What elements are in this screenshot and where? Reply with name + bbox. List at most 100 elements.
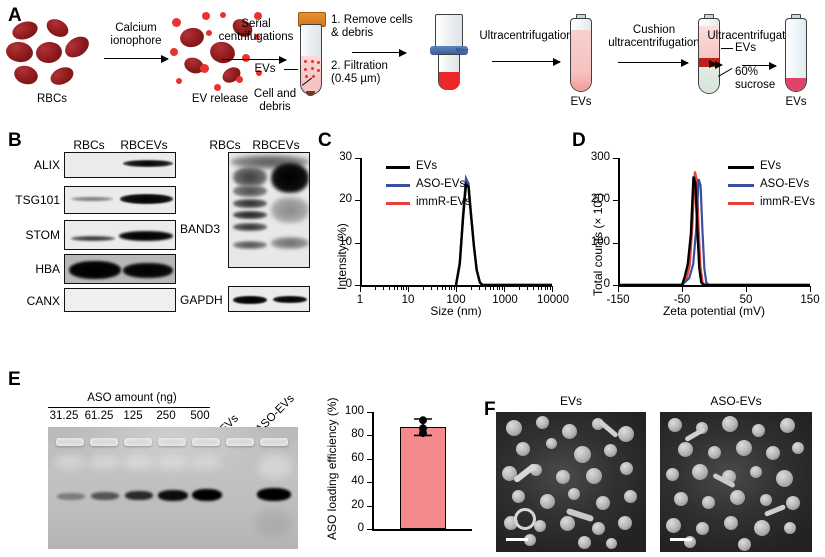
panel-b-blot-label-alix: ALIX <box>33 158 60 172</box>
panel-d-xtick-50: 50 <box>739 294 753 306</box>
panel-f-letter: F <box>484 399 496 420</box>
panel-e-ytick-40: 40 <box>351 475 364 488</box>
panel-d-legend-swatch-immr-evs <box>728 202 754 205</box>
panel-a-step5-label: Cushion ultracentrifugation <box>608 24 700 49</box>
panel-f-scalebar-aso-evs <box>670 538 692 541</box>
panel-f-scalebar-evs <box>506 538 528 541</box>
panel-d-y-axis <box>618 158 620 286</box>
panel-a-tube4-label: EVs <box>785 96 807 108</box>
panel-c-ytick-30: 30 <box>339 151 352 163</box>
rbc-cluster <box>4 15 98 90</box>
panel-d-legend-label-aso-evs: ASO-EVs <box>760 178 810 190</box>
panel-d-y-axis-label: Total counts (× 10³) <box>591 192 605 296</box>
panel-b-right-col-rbcevs: RBCEVs <box>252 138 300 152</box>
panel-d-ytick-300: 300 <box>590 151 610 163</box>
uc-tube-2-cushion <box>694 14 724 96</box>
panel-d-curves <box>618 171 810 287</box>
panel-a-step4-label: Ultracentrifugation <box>479 30 573 42</box>
panel-c-ytick-10: 10 <box>339 235 352 248</box>
panel-b-blot-stom <box>64 220 176 250</box>
panel-a-step3-line1: 1. Remove cells & debris <box>331 14 413 39</box>
panel-e-ytick-20: 20 <box>351 498 364 511</box>
panel-a-tube3-evs-leader <box>721 48 733 49</box>
panel-a-ev-release-label: EV release <box>191 93 249 105</box>
panel-b-letter: B <box>8 130 22 151</box>
conical-tube <box>296 12 326 96</box>
panel-e-ytick-100: 100 <box>344 405 364 417</box>
panel-d-plot: 0 100 200 300 -150 -50 50 150 EVs ASO-EV… <box>591 151 820 306</box>
panel-a-evs-leader <box>284 69 298 70</box>
panel-b-blot-gapdh <box>228 286 310 312</box>
panel-e-ytick-0: 0 <box>357 522 364 534</box>
panel-b-blot-canx <box>64 288 176 312</box>
uc-tube-3-final <box>781 14 811 94</box>
panel-e-errorbar <box>414 416 432 438</box>
panel-e-bar-plot: 0 20 40 60 80 100 <box>345 405 482 540</box>
panel-c-x-axis <box>360 285 552 287</box>
panel-e-lane-label-5: 500 <box>190 410 210 422</box>
panel-c-legend-label-immr-evs: immR-EVs <box>416 196 471 208</box>
panel-d-x-axis-label: Zeta potential (mV) <box>662 304 766 318</box>
panel-a-tube2-label: EVs <box>570 96 592 108</box>
panel-d-xtick-m150: -150 <box>606 294 630 306</box>
panel-b-blot-band3 <box>228 152 310 268</box>
panel-d-legend-swatch-evs <box>728 166 754 169</box>
panel-a-arrow-2 <box>222 55 287 64</box>
filter-unit <box>430 14 470 94</box>
panel-c-letter: C <box>318 130 332 151</box>
panel-b-blot-tsg101 <box>64 186 176 214</box>
panel-b-blot-label-tsg101: TSG101 <box>15 193 60 207</box>
panel-b-left-col-rbcevs: RBCEVs <box>120 138 168 152</box>
panel-d-ytick-100: 100 <box>590 235 610 248</box>
panel-a-step2-label: Serial centrifugations <box>218 18 294 43</box>
panel-c-xtick-1000: 1000 <box>492 294 518 306</box>
panel-e-lane-label-3: 125 <box>123 410 143 422</box>
panel-a-arrow-6 <box>742 61 777 70</box>
panel-b-blot-label-band3: BAND3 <box>180 222 221 236</box>
ev-release-cluster <box>170 10 270 92</box>
panel-d-letter: D <box>572 130 586 151</box>
panel-e-lane-label-2: 61.25 <box>84 410 114 422</box>
panel-c-y-axis-label: Intensity (%) <box>335 223 349 290</box>
panel-d-ytick-200: 200 <box>590 193 610 206</box>
panel-c-legend-swatch-immr-evs <box>386 202 410 205</box>
panel-c-xtick-100: 100 <box>446 294 466 306</box>
panel-e-gel-image <box>48 427 298 549</box>
panel-f-title-aso-evs: ASO-EVs <box>710 394 762 408</box>
panel-a-tube3-evs-label: EVs <box>735 42 757 54</box>
panel-a-arrow-5 <box>618 58 689 67</box>
panel-a-letter: A <box>8 5 22 26</box>
panel-b-blot-alix <box>64 152 176 178</box>
panel-c-legend-swatch-evs <box>386 166 410 169</box>
panel-c-legend-label-evs: EVs <box>416 160 438 172</box>
panel-c-plot: 0 10 20 30 1 10 100 1000 10000 EVs ASO-E… <box>339 151 569 306</box>
panel-c-y-axis <box>360 158 362 286</box>
panel-a-debris-label: Cell and debris <box>253 88 297 113</box>
panel-a-sucrose-label: 60% sucrose <box>735 66 776 91</box>
panel-a-tube-evs-label: EVs <box>254 63 276 75</box>
panel-c-legend-label-aso-evs: ASO-EVs <box>416 178 466 190</box>
panel-b-blot-label-canx: CANX <box>26 294 60 308</box>
panel-d-xtick-150: 150 <box>800 294 820 306</box>
panel-c-legend-swatch-aso-evs <box>386 184 410 187</box>
panel-e-gel-group-header: ASO amount (ng) <box>87 392 177 404</box>
panel-d-xtick-m50: -50 <box>673 294 691 306</box>
panel-c-curves <box>454 174 552 287</box>
panel-e-bar-aso-evs <box>400 427 446 529</box>
panel-c-xtick-10: 10 <box>401 294 415 306</box>
panel-e-ytick-80: 80 <box>351 428 364 441</box>
panel-c-ytick-0: 0 <box>345 278 352 290</box>
panel-e-ytick-60: 60 <box>351 451 364 464</box>
panel-a-step3-line2: 2. Filtration (0.45 µm) <box>331 60 388 85</box>
panel-e-x-axis <box>372 529 472 531</box>
panel-e-letter: E <box>8 369 21 390</box>
panel-a-rbcs-label: RBCs <box>36 93 68 105</box>
panel-b-blot-label-stom: STOM <box>25 228 60 242</box>
panel-c-xtick-10000: 10000 <box>537 294 569 306</box>
panel-a-arrow-1 <box>104 54 169 63</box>
panel-b-blot-label-hba: HBA <box>35 262 60 276</box>
panel-c-xtick-1: 1 <box>356 294 364 306</box>
panel-e-lane-label-1: 31.25 <box>49 410 79 422</box>
panel-b-left-col-rbcs: RBCs <box>73 138 105 152</box>
panel-e-y-axis <box>372 412 374 530</box>
